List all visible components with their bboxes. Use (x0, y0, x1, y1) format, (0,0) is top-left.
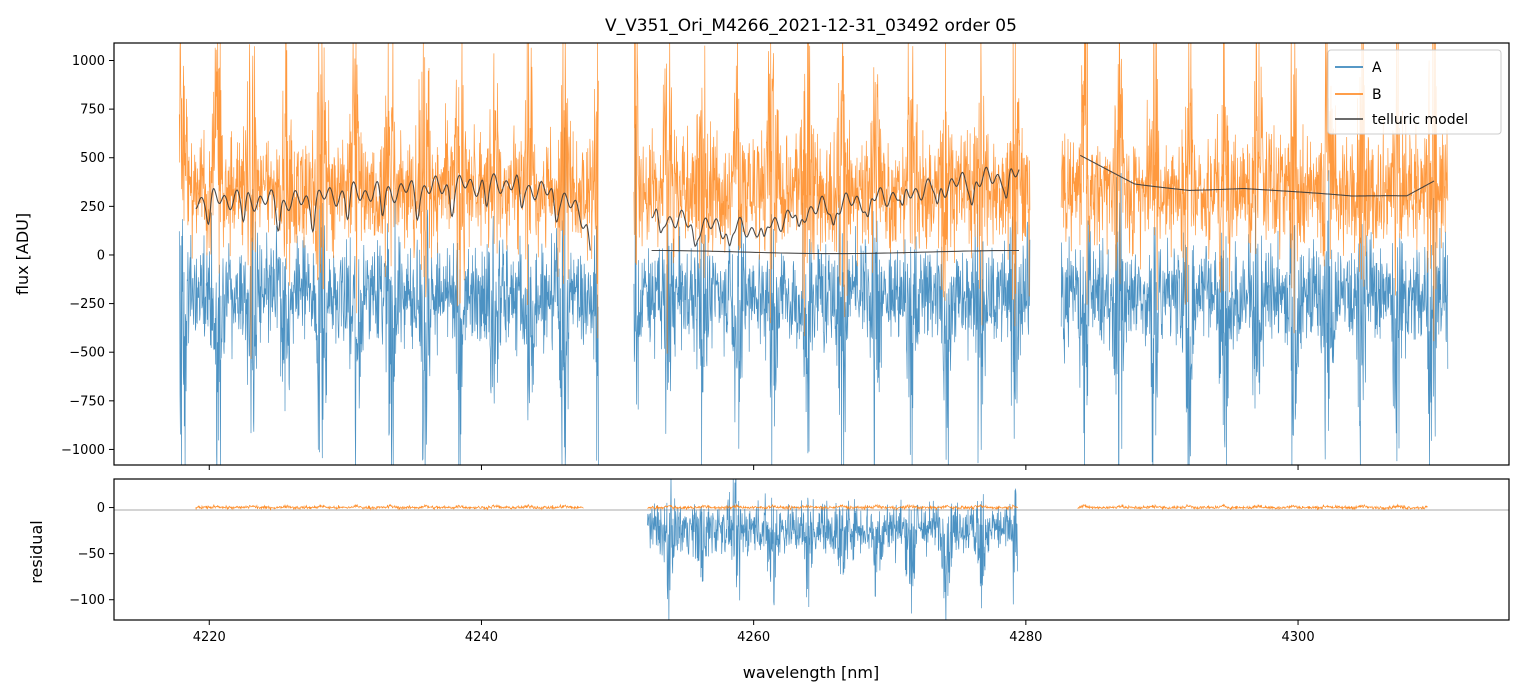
residual-y-tick-label: −50 (78, 547, 105, 562)
main-y-tick-label: −500 (69, 346, 105, 361)
main-y-tick-label: 1000 (72, 54, 105, 69)
x-tick-label: 4260 (737, 630, 770, 645)
residual-plot-frame (113, 478, 1510, 621)
legend-label-b: B (1372, 87, 1382, 103)
main-x-axis (208, 465, 1299, 470)
telluric-model-line (651, 166, 1020, 248)
series-b-line (178, 43, 1449, 360)
telluric-baseline-line (651, 249, 1019, 255)
residual-b-line (195, 503, 584, 511)
main-plot-frame (113, 42, 1510, 466)
telluric-model-line (195, 173, 591, 251)
residual-plot-area (114, 479, 1509, 620)
main-y-tick-label: 0 (97, 248, 105, 263)
main-y-tick-label: −1000 (61, 443, 105, 458)
residual-b-line (1077, 503, 1428, 511)
residual-y-tick-label: 0 (97, 501, 105, 516)
legend: A B telluric model (1327, 49, 1502, 135)
chart-title: V_V351_Ori_M4266_2021-12-31_03492 order … (605, 16, 1017, 36)
x-axis-label: wavelength [nm] (743, 663, 880, 682)
telluric-model-line (1080, 154, 1435, 197)
legend-label-a: A (1372, 60, 1382, 76)
residual-y-label: residual (27, 520, 46, 583)
residual-a-trace (647, 479, 1019, 620)
x-tick-label: 4280 (1009, 630, 1042, 645)
telluric-model-trace (195, 154, 1435, 255)
main-y-tick-label: 750 (80, 103, 105, 118)
residual-y-axis: 0 −50 −100 (69, 501, 114, 608)
main-y-axis: 1000 750 500 250 0 −250 −500 −750 −1000 (61, 54, 114, 458)
main-y-tick-label: 250 (80, 200, 105, 215)
residual-b-trace (195, 503, 1428, 511)
residual-b-line (647, 503, 1018, 511)
main-y-tick-label: −250 (69, 297, 105, 312)
legend-label-telluric: telluric model (1372, 112, 1468, 128)
residual-y-tick-label: −100 (69, 593, 105, 608)
main-plot-area (178, 43, 1449, 465)
series-a-trace (178, 124, 1449, 465)
residual-x-axis: 4220 4240 4260 4280 4300 (193, 620, 1315, 645)
series-b-trace (178, 43, 1449, 360)
main-y-tick-label: −750 (69, 394, 105, 409)
x-tick-label: 4240 (465, 630, 498, 645)
x-tick-label: 4300 (1282, 630, 1315, 645)
x-tick-label: 4220 (193, 630, 226, 645)
main-y-label: flux [ADU] (13, 213, 32, 295)
main-y-tick-label: 500 (80, 151, 105, 166)
residual-a-line (647, 479, 1019, 620)
series-a-line (178, 124, 1449, 465)
